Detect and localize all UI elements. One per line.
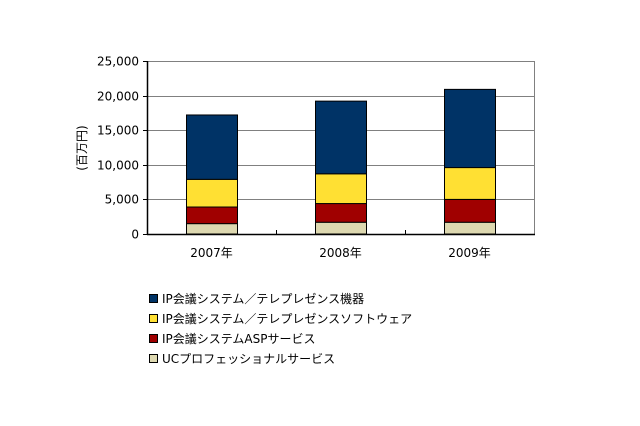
axes [146, 61, 535, 236]
x-tick-label: 2007年 [190, 246, 233, 260]
y-axis-label: (百万円) [75, 125, 89, 170]
legend-item: UCプロフェッショナルサービス [149, 348, 412, 368]
legend-label: IP会議システム／テレプレゼンスソフトウェア [162, 311, 413, 326]
y-tick-label: 5,000 [105, 193, 139, 207]
legend-label: IP会議システムASPサービス [162, 331, 316, 346]
bar-segment [315, 221, 367, 235]
x-tick-label: 2008年 [319, 246, 362, 260]
bar-segment [186, 114, 238, 180]
y-tick-label: 10,000 [97, 159, 139, 173]
bar-segment [186, 206, 238, 225]
y-tick-label: 15,000 [97, 124, 139, 138]
x-axis-labels: 2007年 2008年 2009年 [190, 246, 491, 260]
bar-segment [444, 198, 496, 223]
bar-segment [315, 173, 367, 205]
y-tick-label: 0 [131, 228, 139, 242]
legend-swatch-icon [149, 293, 158, 303]
bar-segment [444, 167, 496, 200]
bar-segment [315, 100, 367, 175]
bar-segment [186, 223, 238, 235]
bar-segment [315, 203, 367, 223]
bars [186, 88, 496, 235]
legend-label: UCプロフェッショナルサービス [162, 351, 336, 366]
y-axis-ticks: 0 5,000 10,000 15,000 20,000 25,000 [97, 55, 147, 242]
y-tick-label: 20,000 [97, 90, 139, 104]
bar-segment [186, 178, 238, 208]
legend-item: IP会議システム／テレプレゼンス機器 [149, 288, 412, 308]
bar-segment [444, 88, 496, 169]
y-tick-label: 25,000 [97, 55, 139, 69]
x-tick-label: 2009年 [448, 246, 491, 260]
bar-segment [444, 221, 496, 235]
legend: IP会議システム／テレプレゼンス機器 IP会議システム／テレプレゼンスソフトウェ… [149, 288, 412, 368]
legend-swatch-icon [149, 353, 158, 363]
legend-item: IP会議システム／テレプレゼンスソフトウェア [149, 308, 412, 328]
legend-swatch-icon [149, 313, 158, 323]
legend-label: IP会議システム／テレプレゼンス機器 [162, 291, 365, 306]
legend-swatch-icon [149, 333, 158, 343]
legend-item: IP会議システムASPサービス [149, 328, 412, 348]
